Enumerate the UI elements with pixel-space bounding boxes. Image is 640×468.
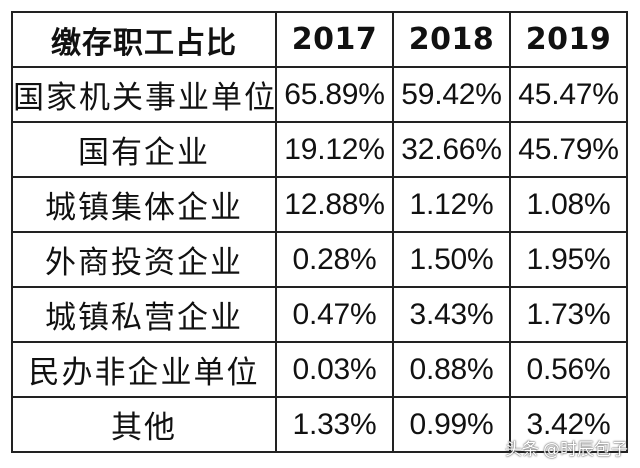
table-row: 城镇私营企业 0.47% 3.43% 1.73%	[11, 286, 628, 343]
row-category: 城镇集体企业	[11, 176, 277, 233]
row-value-2018: 0.88%	[392, 341, 511, 398]
row-value-2017: 0.28%	[275, 231, 394, 288]
table-row: 国家机关事业单位 65.89% 59.42% 45.47%	[11, 66, 628, 123]
header-row: 缴存职工占比 2017 2018 2019	[11, 11, 628, 68]
row-category: 国家机关事业单位	[11, 66, 277, 123]
row-value-2019: 45.79%	[509, 121, 628, 178]
row-value-2018: 3.43%	[392, 286, 511, 343]
table-row: 其他 1.33% 0.99% 3.42%	[11, 396, 628, 453]
row-category: 其他	[11, 396, 277, 453]
watermark-source: 头条	[505, 440, 539, 460]
row-category: 城镇私营企业	[11, 286, 277, 343]
header-cell-label: 缴存职工占比	[11, 11, 277, 68]
table-row: 国有企业 19.12% 32.66% 45.79%	[11, 121, 628, 178]
row-category: 外商投资企业	[11, 231, 277, 288]
table-row: 民办非企业单位 0.03% 0.88% 0.56%	[11, 341, 628, 398]
header-cell-2019: 2019	[509, 11, 628, 68]
row-value-2019: 45.47%	[509, 66, 628, 123]
watermark-handle: @时辰包子	[543, 440, 628, 460]
row-value-2018: 59.42%	[392, 66, 511, 123]
row-value-2019: 1.95%	[509, 231, 628, 288]
row-value-2019: 1.08%	[509, 176, 628, 233]
row-value-2018: 0.99%	[392, 396, 511, 453]
row-value-2017: 65.89%	[275, 66, 394, 123]
header-cell-2017: 2017	[275, 11, 394, 68]
row-value-2018: 1.50%	[392, 231, 511, 288]
share-table: 缴存职工占比 2017 2018 2019 国家机关事业单位 65.89% 59…	[11, 11, 628, 453]
row-value-2017: 1.33%	[275, 396, 394, 453]
row-category: 民办非企业单位	[11, 341, 277, 398]
row-value-2017: 0.47%	[275, 286, 394, 343]
row-category: 国有企业	[11, 121, 277, 178]
table-row: 城镇集体企业 12.88% 1.12% 1.08%	[11, 176, 628, 233]
row-value-2018: 32.66%	[392, 121, 511, 178]
row-value-2017: 19.12%	[275, 121, 394, 178]
row-value-2018: 1.12%	[392, 176, 511, 233]
row-value-2019: 1.73%	[509, 286, 628, 343]
row-value-2017: 0.03%	[275, 341, 394, 398]
row-value-2019: 0.56%	[509, 341, 628, 398]
header-cell-2018: 2018	[392, 11, 511, 68]
watermark: 头条 @时辰包子	[505, 435, 628, 460]
row-value-2019: 3.42%	[509, 396, 628, 453]
table-row: 外商投资企业 0.28% 1.50% 1.95%	[11, 231, 628, 288]
row-value-2017: 12.88%	[275, 176, 394, 233]
